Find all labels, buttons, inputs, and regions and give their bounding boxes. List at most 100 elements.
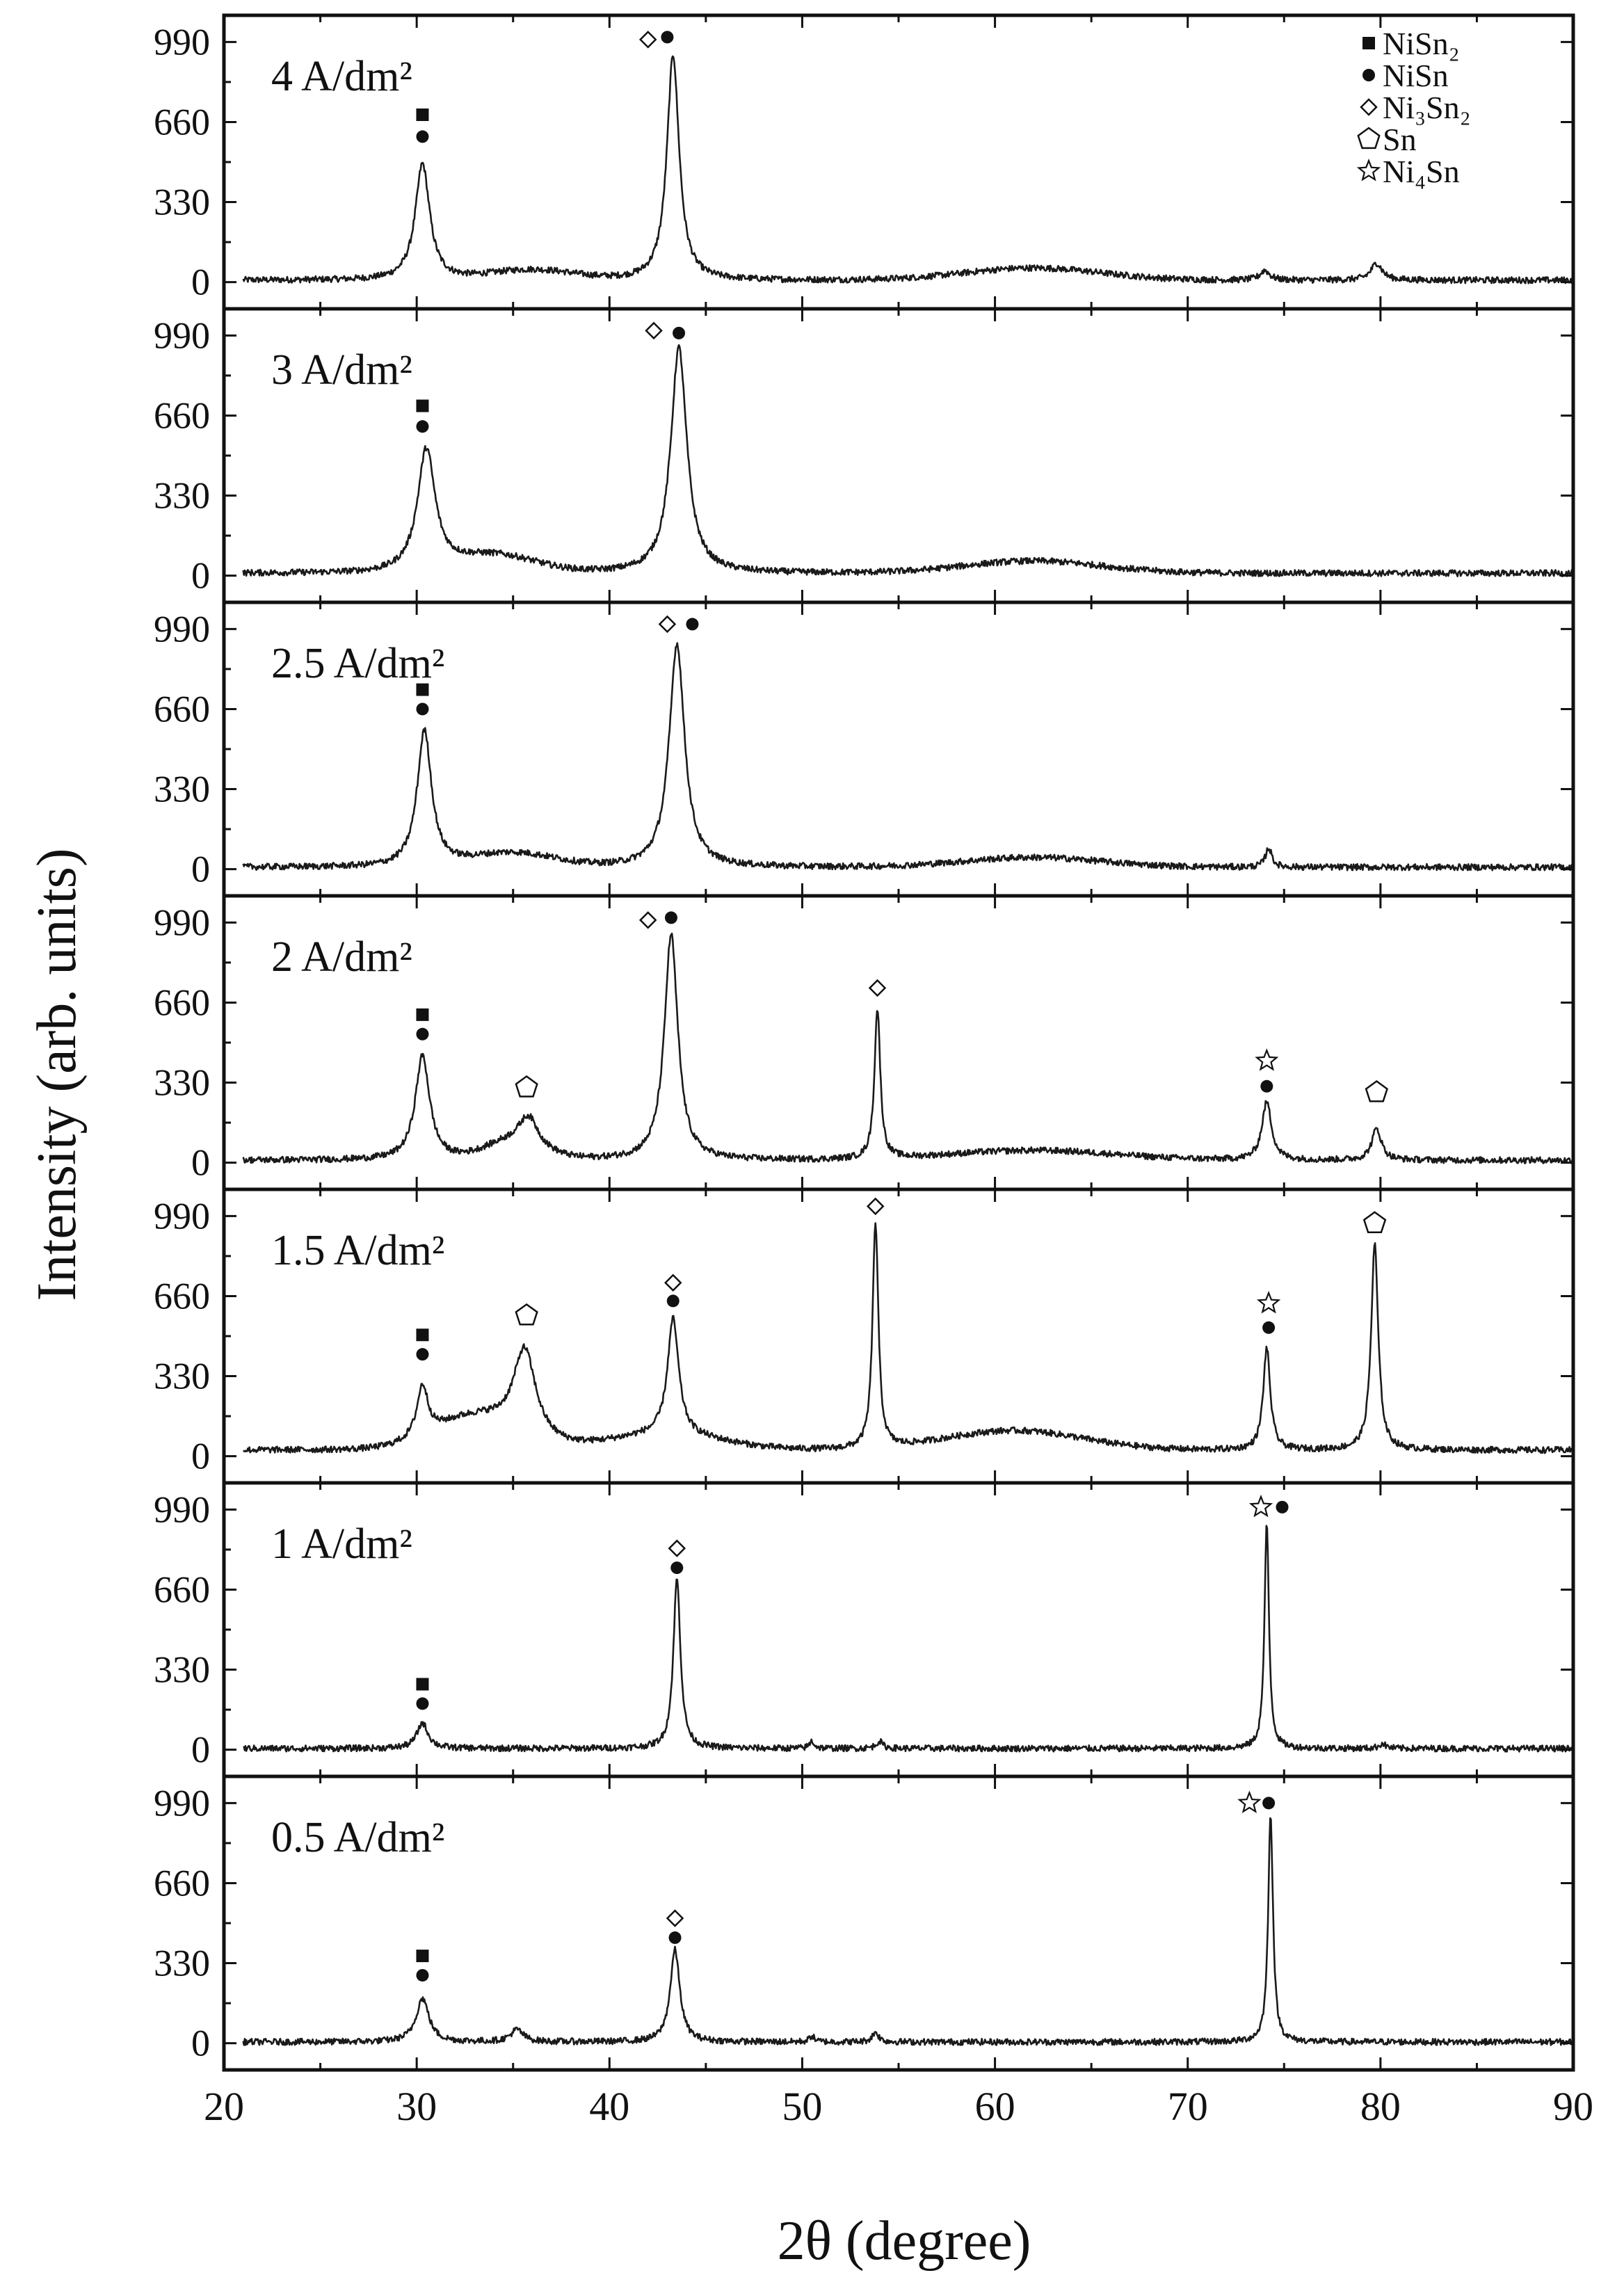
x-tick-label: 40 — [589, 2084, 629, 2129]
ni4sn-marker — [1356, 158, 1381, 182]
y-axis-label: Intensity (arb. units) — [26, 849, 88, 1301]
xrd-trace — [243, 1525, 1573, 1753]
y-tick-label: 330 — [154, 182, 210, 223]
nisn-marker — [1260, 1079, 1273, 1093]
ni3sn2-marker — [868, 979, 887, 997]
x-tick-label: 70 — [1168, 2084, 1208, 2129]
sn-marker — [515, 1303, 538, 1326]
y-tick-label: 990 — [154, 21, 210, 63]
panel-frame — [222, 13, 1575, 311]
nisn-marker — [1262, 1321, 1276, 1334]
panel-label: 1.5 A/dm² — [271, 1227, 444, 1274]
nisn-marker — [416, 1697, 429, 1710]
sn-marker — [1357, 127, 1381, 150]
y-tick-label: 0 — [191, 555, 210, 597]
ni3sn2-marker — [638, 911, 657, 929]
nisn-marker — [1262, 1797, 1276, 1810]
y-tick-label: 660 — [154, 1275, 210, 1317]
y-tick-label: 660 — [154, 394, 210, 436]
y-tick-label: 330 — [154, 1943, 210, 1984]
nisn2-marker — [1362, 37, 1375, 49]
nisn2-marker — [416, 1950, 429, 1963]
ni3sn2-marker — [866, 1197, 885, 1216]
panel-label: 1 A/dm² — [271, 1520, 412, 1568]
panel: 0 330 660 990 2.5 A/dm² — [154, 600, 1575, 898]
nisn2-marker — [416, 399, 429, 412]
ni3sn2-marker — [638, 31, 657, 49]
panel-label: 2 A/dm² — [271, 933, 412, 981]
y-tick-label: 990 — [154, 1488, 210, 1530]
x-tick-label: 60 — [975, 2084, 1015, 2129]
nisn-marker — [686, 618, 699, 631]
nisn-marker — [661, 31, 674, 44]
legend-label: NiSn — [1383, 58, 1449, 93]
sn-marker — [515, 1075, 538, 1098]
sn-marker — [1362, 1211, 1387, 1234]
xrd-trace — [242, 642, 1574, 872]
y-tick-label: 0 — [191, 1142, 210, 1184]
y-tick-label: 0 — [191, 849, 210, 890]
legend-label: Sn — [1383, 122, 1417, 157]
ni3sn2-marker — [1360, 98, 1378, 116]
y-tick-label: 330 — [154, 1356, 210, 1397]
panel: 0 330 660 990 1.5 A/dm² — [154, 1187, 1575, 1485]
nisn-marker — [1362, 69, 1375, 81]
y-tick-label: 330 — [154, 1649, 210, 1691]
xrd-trace — [243, 1222, 1574, 1454]
nisn-marker — [416, 1968, 429, 1982]
nisn2-marker — [416, 1328, 429, 1342]
nisn2-marker — [416, 683, 429, 696]
ni3sn2-marker — [664, 1274, 682, 1292]
y-tick-label: 660 — [154, 1568, 210, 1610]
ni4sn-marker — [1256, 1290, 1281, 1314]
x-tick-label: 80 — [1360, 2084, 1401, 2129]
y-tick-label: 330 — [154, 769, 210, 810]
panel-label: 2.5 A/dm² — [271, 640, 444, 687]
y-tick-label: 0 — [191, 2023, 210, 2064]
axes-text: 2θ (degree) Intensity (arb. units) 20 30 4… — [26, 849, 1593, 2272]
ni3sn2-marker — [668, 1539, 686, 1557]
y-tick-label: 330 — [154, 475, 210, 517]
nisn-marker — [416, 1348, 429, 1361]
y-tick-label: 0 — [191, 1436, 210, 1477]
nisn-marker — [668, 1931, 682, 1944]
ni3sn2-marker — [658, 615, 677, 634]
panel: 0 330 660 990 2 A/dm² — [154, 894, 1575, 1191]
y-tick-label: 660 — [154, 688, 210, 730]
panel: 0 330 660 990 0.5 A/dm² — [154, 1774, 1575, 2072]
nisn2-marker — [416, 1678, 429, 1691]
nisn2-marker — [416, 1008, 429, 1021]
legend-label: Ni₄Sn — [1383, 154, 1460, 189]
panels-group: 0 330 660 990 4 A/dm² 0 330 660 990 3 A/dm² 0 330 66… — [154, 13, 1575, 2072]
sn-marker — [1365, 1079, 1388, 1102]
xrd-trace — [242, 344, 1574, 577]
ni3sn2-marker — [645, 321, 663, 340]
y-tick-label: 660 — [154, 1862, 210, 1904]
y-tick-label: 330 — [154, 1062, 210, 1104]
y-tick-label: 660 — [154, 981, 210, 1023]
nisn-marker — [670, 1561, 684, 1575]
legend-label: NiSn₂ — [1383, 26, 1460, 61]
panel-label: 0.5 A/dm² — [271, 1814, 444, 1861]
panel: 0 330 660 990 1 A/dm² — [154, 1481, 1575, 1778]
y-tick-label: 990 — [154, 1195, 210, 1237]
nisn-marker — [416, 420, 429, 433]
panel-label: 4 A/dm² — [271, 53, 412, 100]
y-tick-label: 990 — [154, 314, 210, 356]
panel: 0 330 660 990 4 A/dm² — [154, 13, 1575, 311]
legend-label: Ni₃Sn₂ — [1383, 90, 1471, 125]
y-tick-label: 0 — [191, 262, 210, 303]
y-tick-label: 0 — [191, 1729, 210, 1771]
panel-frame — [222, 307, 1575, 604]
x-tick-label: 90 — [1553, 2084, 1593, 2129]
nisn2-marker — [416, 108, 429, 121]
x-tick-label: 20 — [204, 2084, 244, 2129]
xrd-trace — [242, 1817, 1574, 2046]
nisn-marker — [1276, 1500, 1289, 1513]
ni4sn-marker — [1255, 1048, 1279, 1071]
panel: 0 330 660 990 3 A/dm² — [154, 307, 1575, 604]
y-tick-label: 990 — [154, 608, 210, 650]
y-tick-label: 990 — [154, 1782, 210, 1824]
